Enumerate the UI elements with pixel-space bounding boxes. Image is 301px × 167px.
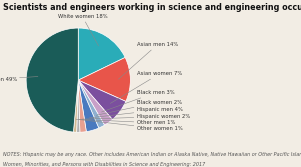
Wedge shape xyxy=(78,80,113,125)
Wedge shape xyxy=(78,80,104,128)
Wedge shape xyxy=(78,80,126,120)
Text: NOTES: Hispanic may be any race. Other includes American Indian or Alaska Native: NOTES: Hispanic may be any race. Other i… xyxy=(3,152,301,157)
Text: Asian women 7%: Asian women 7% xyxy=(110,71,182,103)
Text: Black women 2%: Black women 2% xyxy=(96,100,182,115)
Wedge shape xyxy=(78,80,99,132)
Text: White women 18%: White women 18% xyxy=(57,14,107,46)
Text: White men 49%: White men 49% xyxy=(0,76,38,82)
Text: Other women 1%: Other women 1% xyxy=(76,119,182,131)
Wedge shape xyxy=(78,80,86,132)
Text: Other men 1%: Other men 1% xyxy=(79,119,175,125)
Text: Hispanic women 2%: Hispanic women 2% xyxy=(82,114,190,119)
Wedge shape xyxy=(26,28,78,132)
Text: Hispanic men 4%: Hispanic men 4% xyxy=(89,107,182,118)
Text: Black men 3%: Black men 3% xyxy=(101,90,174,112)
Text: Women, Minorities, and Persons with Disabilities in Science and Engineering: 201: Women, Minorities, and Persons with Disa… xyxy=(3,162,205,167)
Text: Asian men 14%: Asian men 14% xyxy=(118,42,178,79)
Wedge shape xyxy=(78,57,130,101)
Wedge shape xyxy=(73,80,78,132)
Wedge shape xyxy=(78,28,125,80)
Wedge shape xyxy=(77,80,80,132)
Text: Scientists and engineers working in science and engineering occupations: 2015: Scientists and engineers working in scie… xyxy=(3,3,301,12)
